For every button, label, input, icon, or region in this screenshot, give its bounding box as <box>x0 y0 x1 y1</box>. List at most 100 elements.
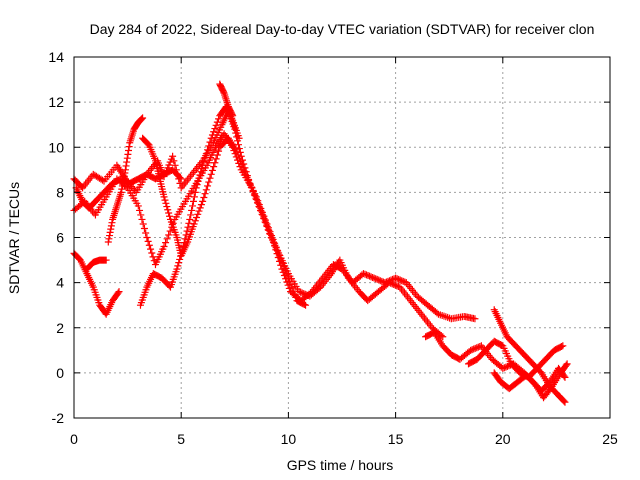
data-point <box>178 246 186 254</box>
data-point <box>387 276 395 284</box>
data-point <box>206 138 214 146</box>
series-track-5 <box>104 114 147 246</box>
data-point <box>191 217 199 225</box>
data-point <box>242 170 250 178</box>
data-point <box>263 220 271 228</box>
data-point <box>139 220 147 228</box>
data-point <box>238 161 246 169</box>
data-point <box>192 184 200 192</box>
data-point <box>166 212 174 220</box>
data-point <box>199 197 207 205</box>
data-point <box>196 171 204 179</box>
data-point <box>261 216 269 224</box>
data-point <box>189 202 197 210</box>
data-point <box>499 364 507 372</box>
data-point <box>249 186 257 194</box>
data-point <box>375 276 383 284</box>
series-track-8 <box>216 80 237 120</box>
x-tick-label: 10 <box>281 431 297 447</box>
data-point <box>187 211 195 219</box>
data-point <box>174 262 182 270</box>
data-point <box>122 162 130 170</box>
data-point <box>176 174 184 182</box>
data-point <box>139 114 147 122</box>
data-point <box>175 259 183 267</box>
data-point <box>547 384 555 392</box>
data-point <box>235 134 243 142</box>
data-point <box>385 277 393 285</box>
axis-ticks <box>73 56 611 419</box>
data-point <box>237 157 245 165</box>
data-point <box>138 215 146 223</box>
data-point <box>255 201 263 209</box>
data-point <box>277 255 285 263</box>
data-point <box>292 293 300 301</box>
data-point <box>176 255 184 263</box>
data-point <box>186 215 194 223</box>
data-point <box>392 274 400 282</box>
data-point <box>207 170 215 178</box>
data-point <box>194 177 202 185</box>
data-point <box>560 372 568 380</box>
data-point <box>240 167 248 175</box>
data-point <box>275 251 283 259</box>
data-point <box>121 166 129 174</box>
data-point <box>178 249 186 257</box>
y-tick-label: 12 <box>48 94 64 110</box>
data-point <box>106 228 114 236</box>
data-point <box>393 282 401 290</box>
data-point <box>106 232 114 240</box>
y-tick-label: 14 <box>48 49 64 65</box>
data-point <box>393 275 401 283</box>
data-point <box>149 253 157 261</box>
data-point <box>138 115 146 123</box>
data-point <box>147 245 155 253</box>
data-point <box>302 301 310 309</box>
data-point <box>165 231 173 239</box>
data-point <box>561 398 569 406</box>
data-point <box>291 290 299 298</box>
data-point <box>170 157 178 165</box>
data-point <box>363 271 371 279</box>
data-point <box>500 364 508 372</box>
data-point <box>143 234 151 241</box>
data-point <box>228 110 236 118</box>
data-point <box>207 134 215 142</box>
data-point <box>369 273 377 281</box>
series-track-2 <box>70 130 479 323</box>
y-tick-label: 2 <box>56 320 64 336</box>
data-point <box>137 211 145 219</box>
data-point <box>381 279 389 287</box>
data-point <box>201 154 209 162</box>
data-point <box>102 256 110 264</box>
data-point <box>205 178 213 186</box>
data-point <box>219 88 227 96</box>
data-point <box>398 277 406 285</box>
data-point <box>289 287 297 295</box>
data-point <box>202 150 210 158</box>
data-point <box>246 180 254 188</box>
data-point <box>195 174 203 182</box>
x-tick-label: 20 <box>495 431 511 447</box>
series-track-12 <box>490 360 571 402</box>
data-point <box>166 227 174 235</box>
data-point <box>559 342 567 350</box>
data-point <box>134 202 142 210</box>
x-tick-label: 5 <box>177 431 185 447</box>
data-point <box>210 128 218 136</box>
data-point <box>189 197 197 205</box>
data-point <box>164 206 172 214</box>
data-point <box>194 210 202 218</box>
data-point <box>123 154 131 162</box>
data-point <box>234 151 242 159</box>
y-tick-label: -2 <box>52 410 65 426</box>
data-point <box>274 247 282 255</box>
series-track-6 <box>139 134 310 309</box>
data-point <box>503 362 511 370</box>
data-point <box>190 193 198 201</box>
data-point <box>212 155 220 163</box>
data-point <box>200 194 208 202</box>
data-point <box>201 190 209 198</box>
data-point <box>140 224 148 232</box>
data-point <box>254 197 262 205</box>
